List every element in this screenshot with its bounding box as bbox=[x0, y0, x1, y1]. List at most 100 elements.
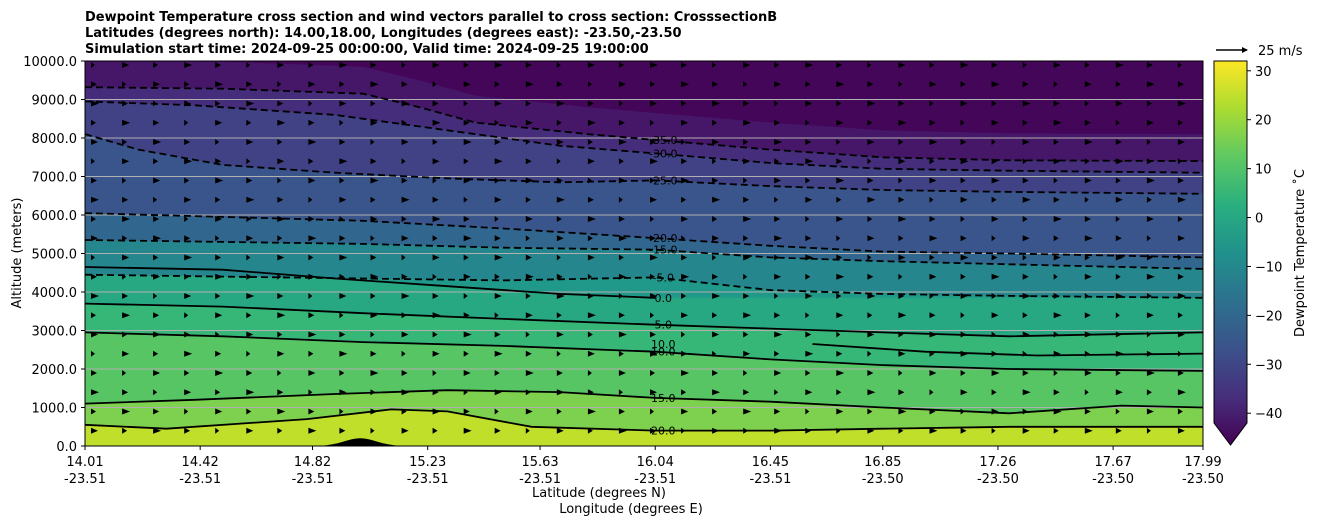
wind-vector bbox=[1084, 254, 1090, 261]
wind-vector bbox=[991, 119, 999, 126]
wind-vector bbox=[587, 139, 593, 145]
contour-line-20.0 bbox=[85, 408, 1203, 432]
wind-vector bbox=[712, 273, 719, 280]
colorbar-tick-label-30: 30 bbox=[1255, 65, 1272, 80]
wind-vector bbox=[215, 254, 222, 261]
wind-vector bbox=[339, 293, 347, 299]
x-axis-label-lon: Longitude (degrees E) bbox=[559, 502, 703, 517]
wind-vector bbox=[1115, 100, 1123, 107]
wind-vector bbox=[774, 273, 782, 280]
wind-vector bbox=[1053, 427, 1059, 434]
wind-vector bbox=[774, 235, 783, 242]
wind-vector bbox=[929, 196, 934, 203]
wind-vector bbox=[991, 254, 998, 261]
wind-vector bbox=[681, 254, 688, 261]
wind-vector bbox=[774, 408, 781, 415]
colorbar-label: Dewpoint Temperature ˚C bbox=[1292, 169, 1308, 337]
wind-vector bbox=[991, 139, 996, 145]
contour-line-5.0 bbox=[85, 302, 1203, 338]
x-tick-label-lat-15.23: 15.23 bbox=[409, 455, 446, 470]
wind-vector bbox=[432, 331, 438, 338]
wind-vector bbox=[122, 293, 129, 299]
wind-vector bbox=[681, 139, 686, 145]
x-tick-label-lon-15.23: -23.51 bbox=[407, 472, 449, 487]
wind-vector bbox=[122, 62, 130, 68]
wind-vector bbox=[122, 312, 131, 319]
wind-vector bbox=[898, 139, 904, 145]
wind-vector bbox=[805, 177, 811, 184]
wind-vector bbox=[929, 100, 934, 107]
wind-vector bbox=[463, 216, 470, 222]
wind-vector bbox=[960, 81, 966, 88]
wind-vector bbox=[525, 427, 530, 434]
wind-vector bbox=[184, 235, 191, 242]
wind-vector bbox=[1115, 177, 1121, 184]
wind-vector bbox=[1177, 389, 1186, 396]
wind-vector bbox=[712, 81, 719, 88]
wind-vector bbox=[246, 427, 254, 434]
contour-label--5.0: -5.0 bbox=[653, 271, 674, 284]
wind-vector bbox=[712, 235, 720, 242]
wind-vector bbox=[215, 235, 220, 242]
wind-vector bbox=[1177, 177, 1184, 184]
colorbar-tick-label--40: −40 bbox=[1255, 407, 1282, 422]
wind-vector bbox=[463, 293, 468, 299]
wind-vector bbox=[587, 100, 594, 107]
wind-vector bbox=[401, 216, 407, 222]
wind-vector bbox=[401, 196, 410, 203]
wind-vector bbox=[339, 331, 346, 338]
wind-vector bbox=[432, 81, 437, 88]
wind-vector bbox=[91, 370, 97, 376]
wind-vector bbox=[215, 158, 222, 165]
contour-line-10.0 bbox=[812, 343, 1203, 357]
wind-vector bbox=[805, 100, 813, 107]
wind-vector bbox=[184, 427, 191, 434]
wind-vector bbox=[898, 81, 903, 88]
wind-vector bbox=[308, 350, 314, 357]
wind-vector bbox=[898, 235, 904, 242]
chart-title: Dewpoint Temperature cross section and w… bbox=[85, 10, 777, 57]
wind-vector bbox=[339, 370, 345, 376]
wind-vector bbox=[743, 216, 752, 222]
wind-vector bbox=[277, 312, 286, 319]
contour-label-10.0: 10.0 bbox=[651, 338, 676, 351]
wind-vector bbox=[960, 177, 966, 184]
wind-vector bbox=[308, 177, 316, 184]
wind-vector bbox=[991, 177, 1000, 184]
wind-vector bbox=[432, 216, 441, 222]
wind-vector bbox=[836, 119, 844, 126]
colorbar-gradient bbox=[1213, 60, 1248, 446]
wind-vector bbox=[681, 196, 687, 203]
wind-vector bbox=[246, 254, 251, 261]
wind-vector bbox=[991, 293, 997, 299]
quiver-key: 25 m/s bbox=[1216, 44, 1303, 59]
wind-vector bbox=[494, 100, 502, 107]
wind-vector bbox=[556, 81, 563, 88]
wind-vector bbox=[277, 62, 285, 68]
contour-line-0.0 bbox=[85, 266, 656, 299]
wind-vector bbox=[836, 100, 842, 107]
wind-vector bbox=[712, 100, 721, 107]
wind-vector bbox=[867, 389, 876, 396]
wind-vector bbox=[525, 158, 532, 165]
wind-vector bbox=[308, 81, 316, 88]
wind-vector bbox=[836, 370, 845, 376]
wind-vector bbox=[650, 254, 658, 261]
colorbar-tick-label-10: 10 bbox=[1255, 163, 1272, 178]
wind-vector bbox=[1146, 81, 1155, 88]
wind-vector bbox=[122, 216, 131, 222]
wind-vector bbox=[1177, 235, 1185, 242]
wind-vector bbox=[246, 177, 253, 184]
wind-vector bbox=[991, 235, 996, 242]
wind-vector bbox=[991, 273, 1000, 280]
wind-vector bbox=[246, 331, 254, 338]
wind-vector bbox=[836, 389, 842, 396]
wind-vector bbox=[898, 216, 907, 222]
wind-vector bbox=[401, 139, 409, 145]
wind-vector bbox=[805, 254, 814, 261]
wind-vector bbox=[805, 370, 811, 376]
wind-vector bbox=[618, 158, 624, 165]
wind-vector bbox=[650, 389, 657, 396]
x-tick-label-lat-17.99: 17.99 bbox=[1184, 455, 1221, 470]
wind-vector bbox=[1053, 216, 1062, 222]
